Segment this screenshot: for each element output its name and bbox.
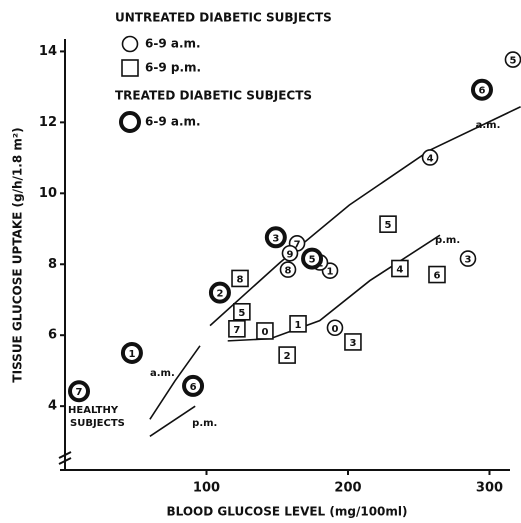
point-label: 0 xyxy=(331,324,338,335)
point-label: 3 xyxy=(272,233,279,244)
point-label: 1 xyxy=(327,267,334,278)
point-label: 8 xyxy=(237,274,244,285)
marker-circle xyxy=(421,149,439,166)
y-tick-label: 12 xyxy=(39,115,57,130)
curve-label: a.m. xyxy=(476,120,501,131)
point-label: 6 xyxy=(190,382,197,393)
point-label: 2 xyxy=(284,351,291,362)
y-tick-label: 4 xyxy=(48,399,57,414)
point-label: 8 xyxy=(285,266,292,277)
curve-label: a.m. xyxy=(150,368,175,379)
marker-square xyxy=(231,269,249,288)
legend-label: 6-9 a.m. xyxy=(145,115,201,129)
y-axis-title: TISSUE GLUCOSE UPTAKE (g/h/1.8 m²) xyxy=(11,127,25,382)
x-tick-label: 200 xyxy=(334,481,361,496)
point-label: 3 xyxy=(349,338,356,349)
curve-label: p.m. xyxy=(435,235,460,246)
marker-bold-circle xyxy=(301,247,324,270)
legend-label: 6-9 a.m. xyxy=(145,37,201,51)
x-tick-label: 300 xyxy=(476,481,503,496)
x-tick-label: 100 xyxy=(193,481,220,496)
marker-circle xyxy=(281,244,299,262)
marker-square xyxy=(344,333,362,351)
y-tick-label: 10 xyxy=(39,186,57,201)
marker-bold-circle xyxy=(264,226,287,249)
marker-bold-circle xyxy=(208,281,231,304)
marker-square xyxy=(379,215,397,233)
curve xyxy=(149,345,201,420)
point-label: 7 xyxy=(294,239,301,250)
marker-square xyxy=(233,302,251,321)
marker-square xyxy=(256,322,274,340)
point-label: 4 xyxy=(396,265,403,276)
y-tick-label: 14 xyxy=(39,44,57,59)
x-axis-title: BLOOD GLUCOSE LEVEL (mg/100ml) xyxy=(166,505,407,519)
y-tick-label: 8 xyxy=(48,257,57,272)
point-label: 7 xyxy=(76,387,83,398)
point-label: 3 xyxy=(464,255,471,266)
legend-group-title: TREATED DIABETIC SUBJECTS xyxy=(115,89,312,103)
curve xyxy=(149,405,196,437)
legend-label: 6-9 p.m. xyxy=(145,61,201,75)
point-label: 6 xyxy=(434,271,441,282)
marker-square xyxy=(278,346,296,364)
legend-marker xyxy=(121,35,139,53)
annotation: HEALTHY xyxy=(68,405,119,416)
marker-circle xyxy=(459,250,477,267)
legend-marker xyxy=(121,59,139,77)
y-tick-label: 6 xyxy=(48,328,57,343)
point-label: 4 xyxy=(427,153,434,164)
marker-circle xyxy=(279,261,297,278)
axis-break xyxy=(58,451,72,465)
marker-square xyxy=(228,320,246,338)
annotation: SUBJECTS xyxy=(70,418,125,429)
curve xyxy=(209,106,521,327)
point-label: 5 xyxy=(309,255,316,266)
point-label: 7 xyxy=(233,325,240,336)
marker-bold-circle xyxy=(470,78,493,101)
marker-circle xyxy=(326,319,344,337)
legend-marker xyxy=(119,111,141,133)
legend-group-title: UNTREATED DIABETIC SUBJECTS xyxy=(115,11,332,25)
point-label: 1 xyxy=(128,349,135,360)
marker-square xyxy=(289,315,307,333)
point-label: 5 xyxy=(385,220,392,231)
point-label: 9 xyxy=(286,249,293,260)
marker-square xyxy=(391,259,409,278)
point-label: 0 xyxy=(261,327,268,338)
curve-label: p.m. xyxy=(192,418,217,429)
point-label: 6 xyxy=(478,86,485,97)
marker-bold-circle xyxy=(182,374,205,397)
marker-bold-circle xyxy=(120,341,143,364)
marker-circle xyxy=(504,51,521,68)
point-label: 5 xyxy=(238,308,245,319)
point-label: 5 xyxy=(509,56,516,67)
marker-square xyxy=(428,265,446,284)
marker-bold-circle xyxy=(68,380,91,403)
point-label: 2 xyxy=(216,289,223,300)
point-label: 1 xyxy=(295,320,302,331)
